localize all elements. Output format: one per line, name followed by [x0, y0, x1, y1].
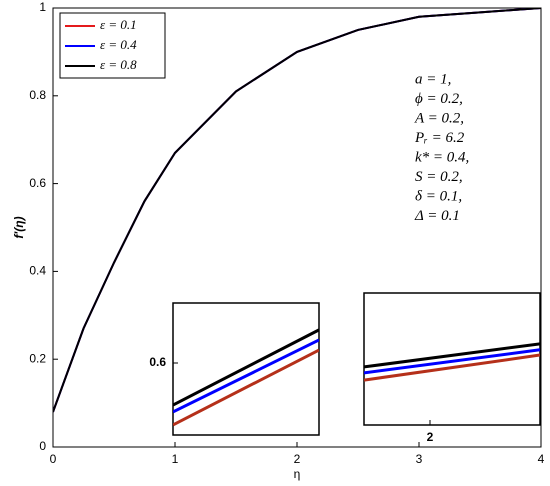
annotation: Pᵣ = 6.2 — [414, 130, 465, 146]
annotation: S = 0.2, — [415, 169, 463, 185]
y-tick-label: 0.2 — [29, 351, 46, 365]
legend-label: ε = 0.4 — [100, 37, 137, 52]
y-tick-label: 1 — [39, 0, 46, 14]
y-tick-label: 0.6 — [149, 355, 166, 369]
series-line — [173, 338, 319, 414]
x-tick-label: 0 — [50, 452, 57, 466]
legend-label: ε = 0.1 — [100, 17, 137, 32]
x-tick-label: 4 — [538, 452, 545, 466]
x-tick-label: 3 — [416, 452, 423, 466]
y-tick-label: 0.8 — [29, 88, 46, 102]
series-line — [364, 353, 540, 382]
annotation: Δ = 0.1 — [414, 208, 460, 224]
x-axis-label: η — [294, 467, 301, 481]
y-tick-label: 0.6 — [29, 176, 46, 190]
annotation: k* = 0.4, — [415, 149, 469, 165]
annotation: A = 0.2, — [414, 110, 464, 126]
annotation: a = 1, — [415, 71, 451, 87]
y-tick-label: 0 — [39, 439, 46, 453]
legend-label: ε = 0.8 — [100, 57, 137, 72]
series-line — [173, 328, 319, 407]
x-tick-label: 2 — [294, 452, 301, 466]
series-line — [364, 348, 540, 375]
series-line — [173, 348, 319, 427]
series-line — [53, 8, 541, 413]
annotation: ϕ = 0.2, — [415, 91, 463, 107]
series-line — [364, 342, 540, 369]
x-tick-label: 2 — [427, 430, 434, 444]
y-axis-label: f′(η) — [12, 216, 26, 238]
annotation: δ = 0.1, — [415, 188, 462, 204]
y-tick-label: 0.4 — [29, 264, 46, 278]
x-tick-label: 1 — [172, 452, 179, 466]
